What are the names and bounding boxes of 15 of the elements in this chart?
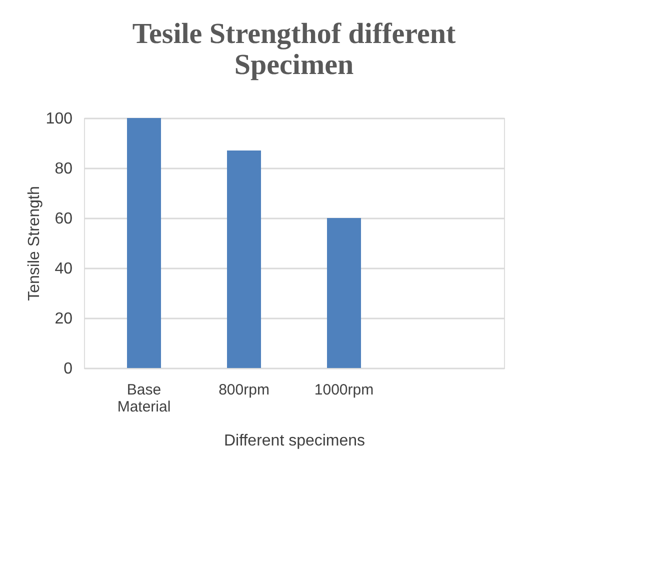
x-tick-label: 800rpm bbox=[218, 382, 270, 398]
bar bbox=[327, 218, 361, 368]
y-tick-label: 60 bbox=[54, 210, 73, 228]
y-tick-label: 80 bbox=[54, 160, 73, 178]
y-tick-label: 40 bbox=[54, 260, 73, 278]
y-tick-label: 100 bbox=[46, 110, 73, 128]
y-axis-title: Tensile Strength bbox=[26, 186, 43, 301]
chart-title: Tesile Strengthof different Specimen bbox=[132, 18, 456, 81]
x-tick-label: Base Material bbox=[117, 382, 171, 416]
x-axis-title: Different specimens bbox=[224, 432, 366, 450]
y-tick-label: 0 bbox=[64, 360, 73, 378]
x-tick-label: 1000rpm bbox=[314, 382, 374, 398]
bar bbox=[227, 150, 261, 368]
bar bbox=[127, 118, 161, 368]
y-tick-label: 20 bbox=[54, 310, 73, 328]
